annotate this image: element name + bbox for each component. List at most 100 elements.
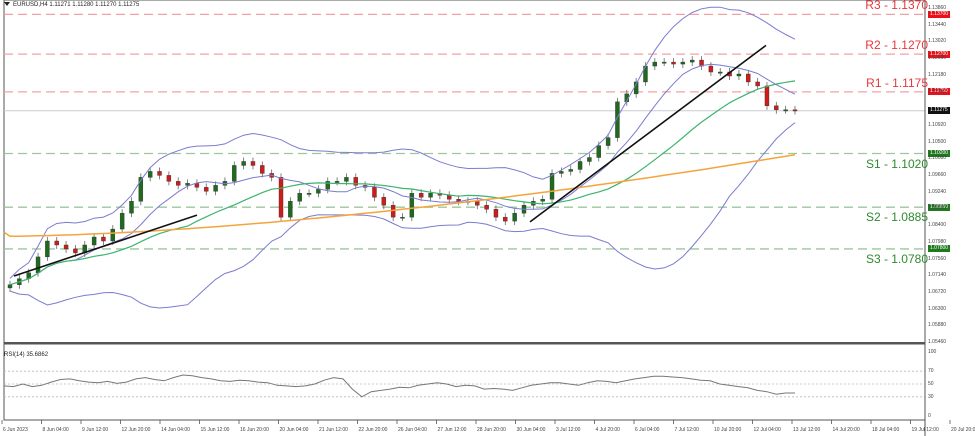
candle — [91, 236, 97, 246]
date-tick: 6 Jul 04:00 — [635, 427, 660, 433]
date-tick: 8 Jun 04:00 — [42, 427, 69, 433]
price-tick: 1.13440 — [928, 21, 947, 28]
chart-title: EURUSD,H4 1.11271 1.11280 1.11270 1.1127… — [4, 2, 139, 8]
rsi-pane-border — [3, 343, 926, 421]
candle — [213, 185, 218, 192]
price-tick: 1.10500 — [928, 138, 947, 145]
price-tick: 1.06720 — [928, 288, 947, 295]
candle — [493, 208, 499, 218]
candle — [334, 181, 340, 183]
axis-tag-s3: 1.07800 — [928, 245, 951, 253]
candle — [344, 177, 349, 182]
date-tick: 4 Jul 20:00 — [595, 427, 620, 433]
candle — [63, 244, 69, 250]
candle — [428, 193, 433, 198]
date-tick: 14 Jul 20:00 — [832, 427, 860, 433]
date-tick: 27 Jun 12:00 — [437, 427, 467, 433]
candle — [381, 197, 387, 206]
candle — [166, 175, 172, 182]
rsi-tick: 50 — [928, 381, 934, 387]
price-tick: 1.10080 — [928, 155, 947, 162]
candle — [615, 101, 620, 138]
date-tick: 19 Jul 12:00 — [911, 427, 939, 433]
candle — [718, 71, 723, 74]
candle — [45, 240, 50, 258]
date-tick: 9 Jun 12:00 — [82, 427, 109, 433]
level-label-s2: S2 - 1.0885 — [865, 210, 928, 225]
candle — [325, 181, 330, 190]
price-tick: 1.08820 — [928, 205, 947, 212]
candle — [708, 65, 714, 73]
level-label-r1: R1 - 1.1175 — [866, 75, 928, 90]
candle — [147, 171, 153, 178]
candle — [241, 161, 246, 166]
candle — [110, 228, 115, 242]
rsi-tick: 70 — [928, 368, 934, 375]
date-tick: 12 Jul 04:00 — [753, 427, 781, 433]
date-tick: 16 Jun 20:00 — [240, 427, 269, 433]
candle — [605, 137, 611, 146]
price-tick: 1.11760 — [928, 88, 946, 95]
candle — [288, 201, 293, 218]
price-tick: 1.12600 — [928, 55, 947, 62]
candle — [671, 61, 676, 65]
candle — [774, 105, 779, 110]
ma-green — [9, 80, 796, 286]
candle — [316, 189, 321, 194]
dropdown-icon[interactable] — [4, 2, 10, 7]
bollinger-upper — [9, 6, 796, 279]
candle — [157, 171, 162, 176]
candle — [232, 165, 237, 182]
candle — [372, 187, 377, 198]
rsi-tick: 0 — [928, 413, 931, 419]
main-pane-border — [3, 0, 926, 344]
candle — [568, 169, 573, 172]
price-tick: 1.07980 — [928, 238, 947, 245]
price-tick: 1.08400 — [928, 222, 947, 229]
candle — [250, 161, 256, 166]
candle — [661, 61, 667, 64]
trendline-1 — [13, 214, 198, 277]
price-tick: 1.09240 — [928, 188, 947, 195]
date-tick: 22 Jun 20:00 — [358, 427, 388, 433]
candle — [418, 193, 424, 198]
date-tick: 12 Jun 20:00 — [121, 427, 151, 433]
candle — [353, 177, 358, 186]
rsi-label: RSI(14) 35.6862 — [4, 352, 49, 358]
candle — [680, 61, 686, 65]
price-tick: 1.06300 — [928, 305, 947, 312]
level-label-s3: S3 - 1.0780 — [865, 251, 928, 266]
date-tick: 20 Jun 04:00 — [279, 427, 309, 433]
candle — [129, 201, 134, 214]
date-tick: 30 Jun 04:00 — [516, 427, 546, 433]
axis-tag-r2: 1.12700 — [928, 50, 951, 58]
price-tick: 1.13020 — [928, 38, 947, 45]
axis-tag-r3: 1.13700 — [928, 10, 951, 18]
candle — [447, 195, 452, 200]
price-tick: 1.12180 — [928, 71, 947, 78]
date-tick: 10 Jul 20:00 — [714, 427, 742, 433]
price-tick: 1.07140 — [928, 272, 947, 279]
candle — [549, 173, 555, 200]
price-tick: 1.05460 — [928, 339, 947, 345]
date-tick: 14 Jun 04:00 — [161, 427, 190, 433]
price-tick: 1.05880 — [928, 322, 947, 329]
candle — [409, 193, 415, 218]
level-label-s1: S1 - 1.1020 — [865, 156, 928, 171]
ma-orange — [3, 153, 796, 237]
candle — [54, 240, 59, 246]
candle — [306, 193, 312, 195]
date-tick: 15 Jun 12:00 — [200, 427, 230, 433]
candle — [297, 193, 302, 202]
price-tick: 1.07560 — [928, 255, 947, 262]
candle — [792, 109, 798, 112]
price-tick: 1.09660 — [928, 172, 947, 178]
candle — [176, 181, 181, 186]
price-tick: 1.13860 — [928, 5, 947, 11]
axis-tag-s2: 1.08850 — [928, 203, 951, 211]
candle — [73, 248, 78, 254]
date-tick: 3 Jul 12:00 — [556, 427, 581, 433]
candle — [512, 212, 517, 222]
